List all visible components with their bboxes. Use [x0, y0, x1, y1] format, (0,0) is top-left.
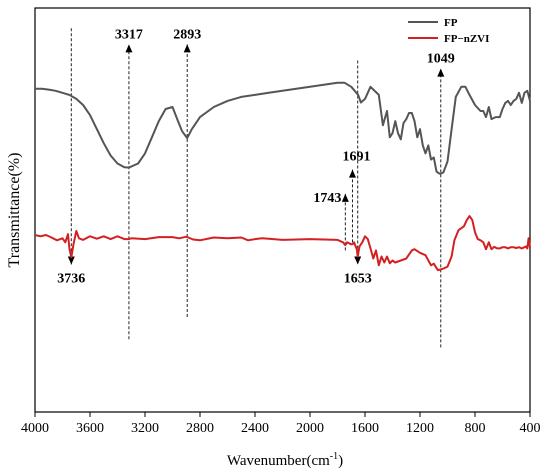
series-line-fp [35, 81, 531, 175]
x-tick-label: 2000 [296, 421, 324, 436]
x-axis-label-superscript: -1 [330, 451, 338, 462]
annotation-arrowhead [437, 68, 445, 77]
x-tick-label: 800 [465, 421, 486, 436]
annotation-label: 1691 [342, 150, 370, 165]
annotation-arrowhead [354, 256, 362, 265]
x-tick-label: 2800 [186, 421, 214, 436]
y-axis-label: Transmittance(%) [6, 153, 23, 268]
annotation-label: 1653 [344, 272, 372, 287]
annotation-arrowhead [183, 44, 191, 53]
annotation-label: 3317 [115, 27, 143, 42]
x-tick-label: 4000 [21, 421, 49, 436]
x-tick-label: 3200 [131, 421, 159, 436]
annotation-arrowhead [125, 44, 133, 53]
annotation-label: 2893 [173, 27, 201, 42]
x-tick-label: 3600 [76, 421, 104, 436]
annotation-label: 3736 [57, 272, 85, 287]
annotation-arrowhead [341, 193, 349, 202]
x-axis-label: Wavenumber(cm-1) [227, 451, 343, 469]
annotation-arrowhead [67, 256, 75, 265]
x-axis-label-main: Wavenumber(cm [227, 453, 330, 469]
annotation-layer: 3317 2893 1049 3736 1743 1691 1653 [57, 27, 455, 348]
plot-frame [34, 7, 531, 413]
series-line-fp-nzvi [34, 215, 531, 272]
series-layer [34, 81, 531, 272]
x-tick-label: 400 [520, 421, 541, 436]
annotation-arrowhead [348, 169, 356, 178]
annotation-label: 1743 [313, 191, 341, 206]
x-tick-label: 1200 [406, 421, 434, 436]
legend-label: FP [444, 17, 458, 29]
x-tick-label: 2400 [241, 421, 269, 436]
legend: FP FP−nZVI [408, 17, 489, 45]
legend-label: FP−nZVI [444, 33, 489, 45]
x-axis-label-suffix: ) [338, 453, 343, 469]
x-axis-ticks: 4000 3600 3200 2800 2400 2000 1600 1200 800 400 [21, 412, 541, 436]
annotation-label: 1049 [427, 52, 455, 67]
x-tick-label: 1600 [351, 421, 379, 436]
